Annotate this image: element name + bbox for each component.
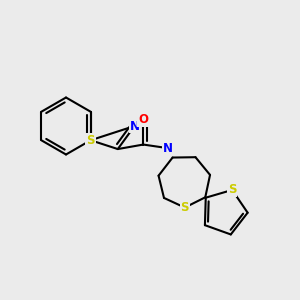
Text: O: O xyxy=(138,113,148,127)
Text: S: S xyxy=(228,184,236,196)
Text: S: S xyxy=(86,134,95,147)
Text: N: N xyxy=(130,119,140,133)
Text: N: N xyxy=(163,142,173,155)
Text: S: S xyxy=(181,201,189,214)
